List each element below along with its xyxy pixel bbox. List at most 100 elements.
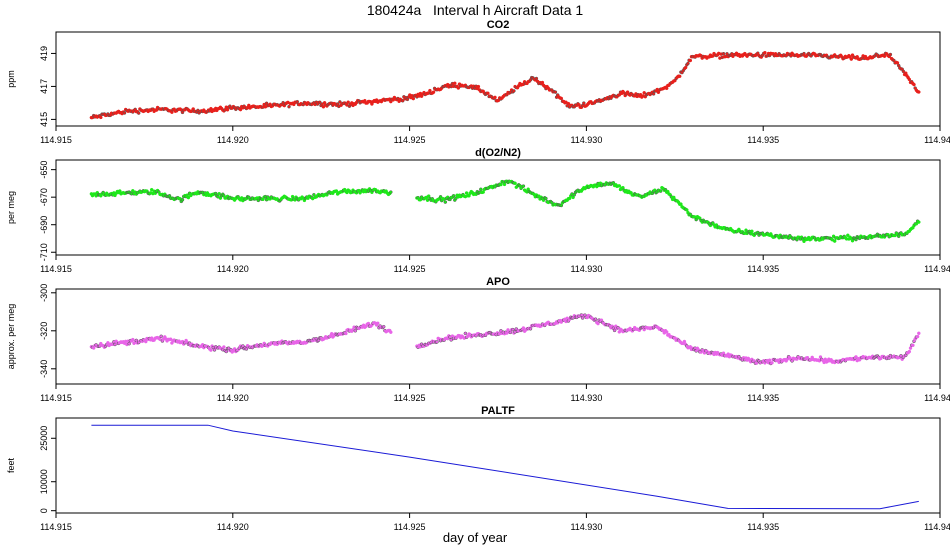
data-point	[244, 347, 249, 351]
data-point	[677, 74, 682, 79]
x-tick-label: 114.940	[924, 522, 950, 532]
x-tick-label: 114.915	[40, 135, 72, 145]
data-point	[907, 349, 912, 354]
data-point	[476, 84, 481, 89]
data-point	[431, 90, 436, 94]
data-point	[486, 91, 490, 96]
x-tick-label: 114.915	[40, 522, 72, 532]
data-point	[664, 86, 669, 91]
data-point	[688, 58, 693, 63]
data-point	[528, 327, 533, 331]
data-point	[502, 182, 507, 187]
data-point	[770, 361, 774, 365]
data-point	[511, 327, 515, 332]
data-point	[832, 239, 837, 243]
data-point	[122, 111, 127, 115]
data-point	[287, 104, 291, 109]
data-point	[222, 345, 226, 349]
panel-2: d(O2/N2) 114.915 114.920 114.925 114.930 114.…	[6, 147, 950, 274]
data-point	[616, 325, 620, 330]
data-point	[593, 317, 598, 321]
data-point	[612, 328, 617, 333]
data-point	[344, 331, 348, 336]
data-point	[917, 220, 921, 224]
figure-title: 180424a Interval h Aircraft Data 1	[366, 2, 584, 18]
data-point	[99, 115, 103, 120]
data-point	[917, 331, 921, 336]
data-point	[831, 234, 836, 239]
data-point	[463, 331, 468, 336]
data-point	[499, 182, 503, 187]
x-tick-label: 114.930	[570, 522, 602, 532]
data-point	[428, 88, 432, 93]
x-tick-label: 114.940	[924, 135, 950, 145]
x-tick-label: 114.920	[217, 522, 249, 532]
y-tick-label: 25000	[39, 426, 49, 451]
data-point	[907, 77, 912, 82]
data-point	[389, 190, 393, 194]
y-tick-label: 415	[39, 112, 49, 127]
y-tick-label: 0	[39, 508, 49, 513]
data-point	[456, 86, 461, 90]
data-point	[846, 233, 850, 238]
data-point	[180, 198, 185, 202]
x-tick-label: 114.930	[570, 264, 602, 274]
data-point	[849, 57, 854, 61]
x-tick-label: 114.940	[924, 393, 950, 403]
data-point	[127, 341, 131, 346]
series-line	[91, 424, 919, 510]
x-tick-label: 114.925	[394, 393, 426, 403]
x-tick-label: 114.930	[570, 393, 602, 403]
y-tick-label: 417	[39, 79, 49, 94]
x-tick-label: 114.915	[40, 393, 72, 403]
data-point	[451, 194, 456, 198]
data-point	[582, 101, 586, 105]
data-point	[295, 99, 300, 104]
data-point	[721, 51, 726, 56]
x-tick-label: 114.925	[394, 522, 426, 532]
y-tick-label: -690	[39, 216, 49, 234]
x-tick-label: 114.920	[217, 135, 249, 145]
data-point	[389, 330, 393, 334]
data-point	[238, 107, 243, 112]
x-tick-label: 114.935	[747, 135, 779, 145]
data-point	[683, 65, 688, 70]
data-point	[686, 61, 690, 66]
data-point	[521, 184, 526, 188]
data-point	[346, 100, 350, 104]
data-point	[209, 348, 213, 352]
panel-4: PALTF 114.915 114.920 114.925 114.930 114.935…	[6, 405, 950, 532]
data-point	[888, 52, 893, 57]
data-point	[158, 337, 162, 342]
data-point	[493, 95, 497, 100]
panel-title: PALTF	[481, 405, 515, 417]
data-point	[131, 337, 135, 342]
data-point	[908, 346, 913, 350]
data-point	[168, 337, 173, 341]
data-point	[534, 76, 539, 81]
data-point	[376, 321, 380, 326]
data-point	[149, 187, 154, 192]
y-tick-label: -340	[39, 360, 49, 378]
data-point	[318, 100, 322, 105]
data-point	[144, 339, 148, 344]
data-point	[912, 82, 916, 87]
y-tick-label: -300	[39, 284, 49, 302]
x-tick-label: 114.925	[394, 135, 426, 145]
data-point	[334, 189, 339, 193]
data-point	[118, 189, 122, 193]
data-point	[617, 184, 622, 188]
y-tick-label: 419	[39, 46, 49, 61]
data-point	[763, 50, 767, 55]
x-tick-label: 114.935	[747, 264, 779, 274]
data-point	[217, 191, 221, 196]
data-point	[321, 105, 326, 109]
data-point	[854, 355, 858, 359]
data-point	[512, 89, 516, 93]
x-tick-label: 114.915	[40, 264, 72, 274]
data-point	[754, 361, 759, 365]
data-point	[911, 343, 915, 348]
x-axis-label: day of year	[442, 530, 508, 545]
x-tick-label: 114.920	[217, 264, 249, 274]
